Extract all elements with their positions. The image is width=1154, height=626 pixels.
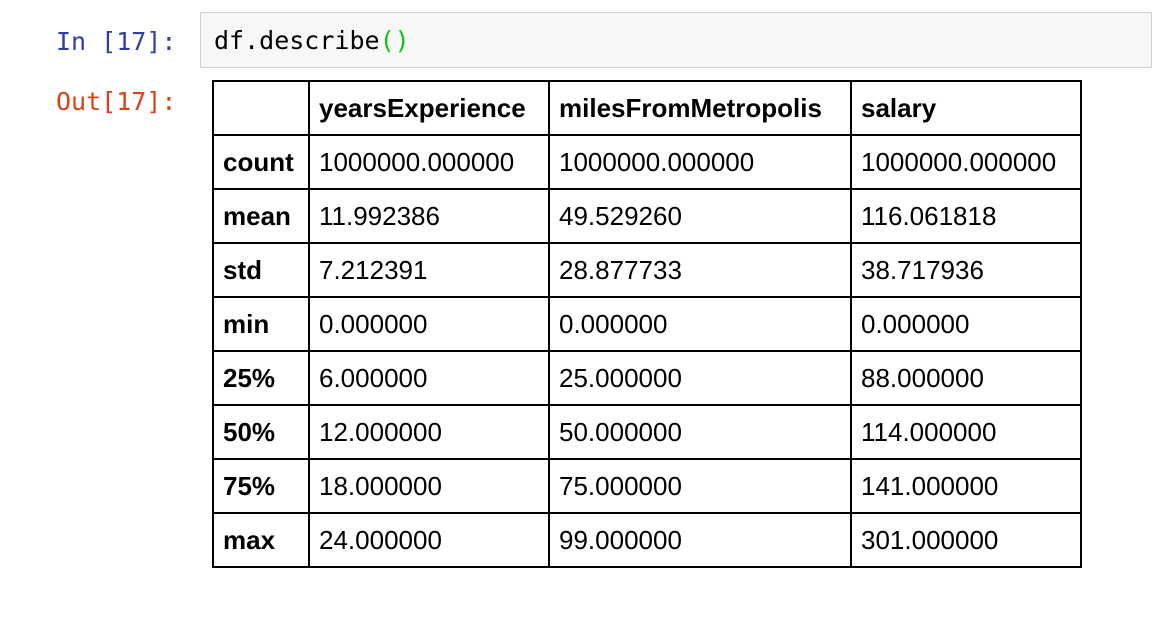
- table-cell: 114.000000: [850, 404, 1082, 460]
- close-paren: ): [394, 26, 410, 55]
- table-cell: 88.000000: [850, 350, 1082, 406]
- column-header: salary: [850, 80, 1082, 136]
- row-label: min: [212, 296, 310, 352]
- table-row: count 1000000.000000 1000000.000000 1000…: [212, 134, 1082, 190]
- table-row: 25% 6.000000 25.000000 88.000000: [212, 350, 1082, 406]
- describe-output-table: yearsExperience milesFromMetropolis sala…: [212, 80, 1082, 568]
- table-cell: 28.877733: [548, 242, 852, 298]
- code-line[interactable]: df.describe(): [214, 27, 410, 55]
- table-cell: 12.000000: [308, 404, 550, 460]
- row-label: max: [212, 512, 310, 568]
- output-prompt: Out[17]:: [56, 87, 177, 116]
- table-cell: 1000000.000000: [548, 134, 852, 190]
- row-label: count: [212, 134, 310, 190]
- table-cell: 75.000000: [548, 458, 852, 514]
- table-row: max 24.000000 99.000000 301.000000: [212, 512, 1082, 568]
- code-text: df.describe: [214, 26, 380, 55]
- table-cell: 50.000000: [548, 404, 852, 460]
- row-label: std: [212, 242, 310, 298]
- table-cell: 0.000000: [548, 296, 852, 352]
- row-label: 75%: [212, 458, 310, 514]
- row-label: mean: [212, 188, 310, 244]
- column-header: milesFromMetropolis: [548, 80, 852, 136]
- table-cell: 301.000000: [850, 512, 1082, 568]
- row-label: 50%: [212, 404, 310, 460]
- table-cell: 38.717936: [850, 242, 1082, 298]
- table-cell: 24.000000: [308, 512, 550, 568]
- table-cell: 141.000000: [850, 458, 1082, 514]
- table-row: std 7.212391 28.877733 38.717936: [212, 242, 1082, 298]
- table-cell: 18.000000: [308, 458, 550, 514]
- table-row: 75% 18.000000 75.000000 141.000000: [212, 458, 1082, 514]
- table-cell: 49.529260: [548, 188, 852, 244]
- code-input-area[interactable]: df.describe(): [200, 12, 1152, 68]
- table-row: mean 11.992386 49.529260 116.061818: [212, 188, 1082, 244]
- table-cell: 6.000000: [308, 350, 550, 406]
- table-cell: 0.000000: [308, 296, 550, 352]
- index-header: [212, 80, 310, 136]
- row-label: 25%: [212, 350, 310, 406]
- table-row: min 0.000000 0.000000 0.000000: [212, 296, 1082, 352]
- column-header: yearsExperience: [308, 80, 550, 136]
- table-cell: 11.992386: [308, 188, 550, 244]
- table-row: 50% 12.000000 50.000000 114.000000: [212, 404, 1082, 460]
- input-prompt: In [17]:: [56, 27, 177, 56]
- table-cell: 99.000000: [548, 512, 852, 568]
- table-cell: 25.000000: [548, 350, 852, 406]
- table-cell: 1000000.000000: [850, 134, 1082, 190]
- table-cell: 7.212391: [308, 242, 550, 298]
- table-header-row: yearsExperience milesFromMetropolis sala…: [212, 80, 1082, 136]
- table-cell: 116.061818: [850, 188, 1082, 244]
- table-cell: 1000000.000000: [308, 134, 550, 190]
- table-cell: 0.000000: [850, 296, 1082, 352]
- open-paren: (: [379, 26, 395, 55]
